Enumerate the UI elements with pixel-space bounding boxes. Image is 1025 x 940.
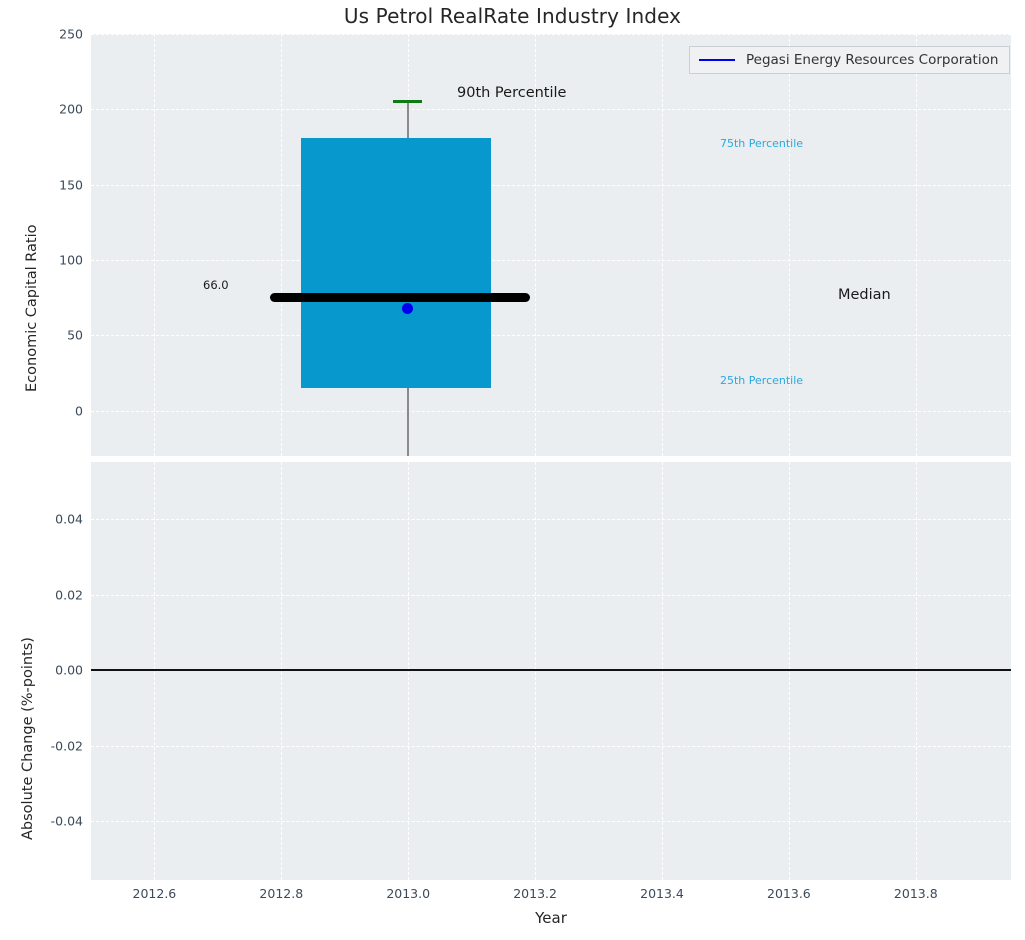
gridline-h-100: [91, 260, 1011, 262]
ytick-0-00: 0.00: [55, 662, 83, 678]
annotation-25th-percentile: 25th Percentile: [720, 374, 804, 387]
ytick-neg-0-04: -0.04: [50, 813, 83, 829]
gridline-h-0: [91, 410, 1011, 412]
gridline-v-b-2013-0: [408, 462, 410, 880]
gridline-v-2013-8: [915, 34, 917, 456]
gridline-v-b-2012-6: [154, 462, 156, 880]
ytick-0: 0: [75, 403, 83, 419]
xtick-2013-6: 2013.6: [767, 886, 811, 901]
annotation-90th-percentile: 90th Percentile: [457, 85, 567, 101]
xtick-2013-8: 2013.8: [893, 886, 938, 901]
median-line: [270, 293, 530, 302]
x-axis-label: Year: [535, 909, 567, 927]
gridline-v-b-2013-4: [662, 462, 663, 880]
annotation-75th-percentile: 75th Percentile: [720, 137, 804, 150]
ytick-250: 250: [59, 26, 83, 42]
xtick-2013-0: 2013.0: [386, 886, 431, 901]
bottom-panel-y-axis: 0.04 0.02 0.00 -0.02 -0.04: [0, 462, 83, 880]
top-panel-y-axis-label: Economic Capital Ratio: [24, 224, 40, 392]
xtick-2013-4: 2013.4: [640, 886, 684, 901]
bottom-panel-plot-area: [91, 462, 1011, 880]
company-data-point[interactable]: [402, 302, 413, 314]
annotation-median-value: 66.0: [203, 278, 229, 292]
top-panel-y-axis: 250 200 150 100 50 0: [0, 27, 83, 456]
gridline-v-b-2013-8: [915, 462, 917, 880]
gridline-v-2013-4: [662, 34, 663, 456]
legend-line-marker: [699, 59, 735, 61]
gridline-v-2013-6: [788, 34, 790, 456]
ytick-0-04: 0.04: [55, 511, 83, 527]
ytick-150: 150: [59, 177, 83, 193]
interquartile-box: [301, 137, 491, 388]
ytick-neg-0-02: -0.02: [50, 738, 83, 753]
gridline-h-neg-0-04: [91, 821, 1011, 822]
gridline-v-2012-8: [281, 34, 283, 456]
annotation-median: Median: [838, 287, 891, 303]
gridline-h-50: [91, 335, 1011, 337]
ytick-50: 50: [67, 327, 83, 343]
gridline-h-0-02: [91, 594, 1011, 596]
gridline-h-0-04: [91, 519, 1011, 520]
legend[interactable]: Pegasi Energy Resources Corporation: [689, 46, 1011, 74]
gridline-v-2013-2: [535, 34, 537, 456]
gridline-v-b-2013-6: [788, 462, 790, 880]
xtick-2012-6: 2012.6: [132, 886, 177, 901]
gridline-v-b-2013-2: [535, 462, 537, 880]
gridline-h-250: [91, 34, 1011, 35]
chart-title: Us Petrol RealRate Industry Index: [343, 4, 682, 28]
ytick-0-02: 0.02: [55, 587, 83, 602]
bottom-panel-y-axis-label: Absolute Change (%-points): [20, 637, 36, 840]
legend-entry-label: Pegasi Energy Resources Corporation: [746, 52, 999, 68]
top-panel-plot-area: [91, 34, 1011, 456]
gridline-h-neg-0-02: [91, 745, 1011, 747]
xtick-2013-2: 2013.2: [513, 886, 557, 901]
gridline-v-b-2012-8: [281, 462, 283, 880]
zero-reference-line: [91, 669, 1011, 671]
ytick-100: 100: [59, 252, 83, 268]
xtick-2012-8: 2012.8: [259, 886, 304, 901]
gridline-v-2012-6: [154, 34, 156, 456]
whisker-cap-90th: [393, 100, 422, 104]
ytick-200: 200: [59, 101, 83, 117]
gridline-h-200: [91, 109, 1011, 111]
gridline-h-150: [91, 184, 1011, 186]
